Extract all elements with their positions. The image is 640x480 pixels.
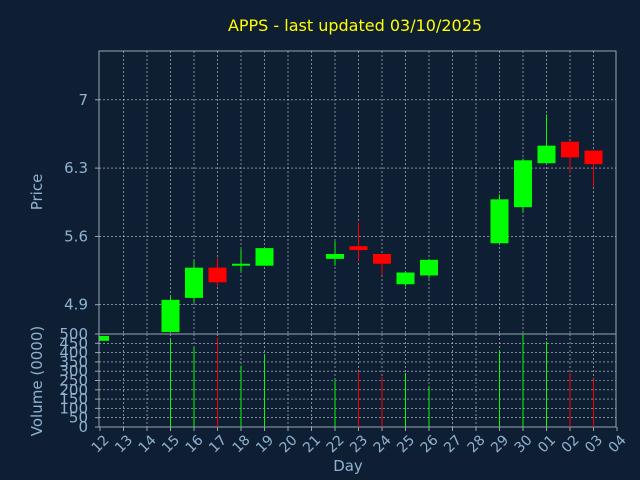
candle-body (185, 267, 203, 298)
x-axis-ticks: 12 13 14 15 16 17 18 19 20 21 22 23 24 25 26 27 28 29 30 01… (89, 427, 630, 456)
x-tick-label: 16 (183, 432, 207, 456)
x-tick-label: 27 (441, 432, 465, 456)
candle-12 (99, 335, 109, 341)
candle-body (349, 246, 368, 251)
volume-grid (99, 334, 616, 427)
x-tick-label: 15 (159, 432, 183, 456)
x-tick-label: 23 (347, 432, 371, 456)
volume-tick-label: 450 (59, 334, 88, 352)
price-y-axis-ticks: 4.9 5.6 6.3 7 (64, 91, 99, 314)
x-tick-label: 21 (300, 432, 324, 456)
price-tick-label: 4.9 (64, 296, 88, 314)
candle-body (561, 141, 579, 158)
volume-tick-label: 100 (59, 399, 88, 417)
candle-body (208, 267, 227, 283)
candle-29 (490, 194, 509, 244)
volume-tick-label: 500 (59, 325, 88, 343)
x-tick-label: 02 (559, 432, 583, 456)
x-tick-label: 04 (606, 432, 630, 456)
candle-22 (326, 241, 344, 266)
candle-26 (420, 258, 438, 279)
x-tick-label: 26 (418, 432, 442, 456)
candle-body (326, 253, 344, 259)
candle-body (100, 335, 109, 341)
candle-body (255, 248, 274, 266)
x-tick-label: 14 (136, 432, 160, 456)
candle-body (584, 150, 603, 165)
x-axis-label: Day (333, 457, 363, 475)
x-tick-label: 24 (371, 432, 395, 456)
candle-body (161, 299, 180, 333)
price-tick-label: 5.6 (64, 227, 88, 245)
x-tick-label: 22 (324, 432, 348, 456)
candle-02 (561, 141, 579, 173)
volume-tick-label: 0 (78, 418, 88, 436)
x-tick-label: 28 (465, 432, 489, 456)
x-tick-label: 13 (112, 432, 136, 456)
x-tick-label: 29 (488, 432, 512, 456)
x-tick-label: 03 (582, 432, 606, 456)
volume-tick-label: 300 (59, 362, 88, 380)
candle-body (420, 259, 438, 276)
chart-title: APPS - last updated 03/10/2025 (228, 16, 482, 35)
volume-tick-label: 250 (59, 372, 88, 390)
candle-30 (514, 158, 532, 213)
candle-01 (537, 114, 556, 164)
x-tick-label: 25 (394, 432, 418, 456)
candle-body (373, 253, 391, 264)
volume-bars (170, 334, 594, 427)
price-tick-label: 6.3 (64, 159, 88, 177)
candle-body (514, 160, 532, 208)
candle-16 (185, 260, 203, 303)
x-tick-label: 30 (512, 432, 536, 456)
price-axis-label: Price (28, 174, 46, 211)
volume-tick-label: 400 (59, 344, 88, 362)
x-tick-label: 20 (277, 432, 301, 456)
candle-24 (373, 253, 391, 275)
volume-axis-label: Volume (0000) (28, 326, 46, 436)
x-tick-label: 12 (89, 432, 113, 456)
candle-body (537, 145, 556, 164)
volume-tick-label: 50 (69, 409, 88, 427)
candle-body (490, 199, 509, 244)
x-tick-label: 18 (230, 432, 254, 456)
price-tick-label: 7 (78, 91, 88, 109)
volume-tick-label: 200 (59, 381, 88, 399)
price-panel: 4.9 5.6 6.3 7 (64, 50, 617, 341)
price-grid (99, 51, 616, 334)
candle-15 (161, 296, 180, 333)
price-panel-frame (98, 50, 617, 335)
candle-23 (349, 222, 368, 261)
candle-body (396, 272, 415, 285)
volume-tick-label: 150 (59, 390, 88, 408)
volume-tick-label: 350 (59, 353, 88, 371)
candle-body (232, 263, 250, 266)
candle-03 (584, 150, 603, 187)
x-tick-label: 19 (253, 432, 277, 456)
x-tick-label: 01 (535, 432, 559, 456)
candle-18 (232, 249, 250, 272)
candles (99, 114, 603, 341)
candle-17 (208, 257, 227, 287)
x-tick-label: 17 (206, 432, 230, 456)
candle-19 (255, 248, 274, 266)
candle-25 (396, 272, 415, 287)
